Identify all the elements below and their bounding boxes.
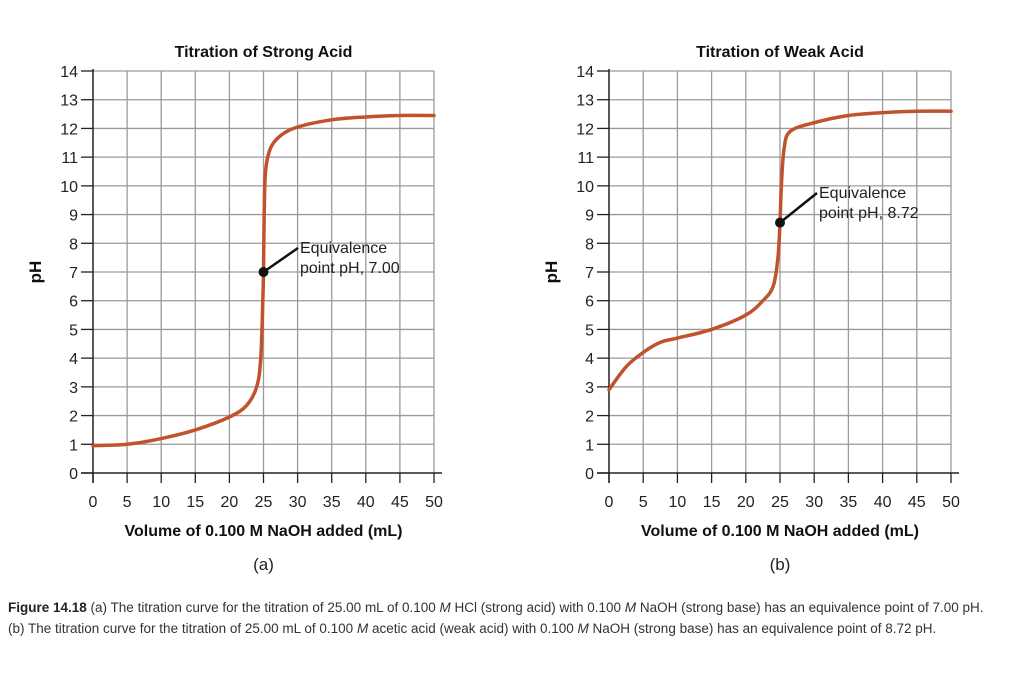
x-tick-label: 15 bbox=[186, 494, 204, 511]
annotation-leader-line bbox=[262, 246, 299, 274]
y-tick-label: 9 bbox=[69, 208, 78, 225]
x-tick-label: 45 bbox=[391, 494, 409, 511]
x-tick-label: 20 bbox=[221, 494, 239, 511]
x-axis-label: Volume of 0.100 M NaOH added (mL) bbox=[125, 523, 403, 540]
x-tick-label: 40 bbox=[874, 494, 892, 511]
y-tick-label: 2 bbox=[585, 409, 594, 426]
x-tick-label: 5 bbox=[639, 494, 648, 511]
x-tick-label: 35 bbox=[840, 494, 858, 511]
y-tick-label: 5 bbox=[69, 322, 78, 339]
y-tick-label: 7 bbox=[585, 265, 594, 282]
x-tick-label: 0 bbox=[605, 494, 614, 511]
annotation-line-2: point pH, 8.72 bbox=[819, 205, 919, 222]
annotation-line-1: Equivalence bbox=[300, 240, 387, 257]
y-tick-label: 4 bbox=[585, 351, 594, 368]
figure-caption: Figure 14.18 (a) The titration curve for… bbox=[8, 600, 984, 636]
y-tick-label: 10 bbox=[576, 179, 594, 196]
chart-title: Titration of Strong Acid bbox=[175, 44, 353, 61]
x-tick-label: 50 bbox=[425, 494, 443, 511]
annotation-line-2: point pH, 7.00 bbox=[300, 260, 400, 277]
equivalence-point-marker bbox=[258, 267, 269, 277]
y-tick-label: 1 bbox=[69, 437, 78, 454]
y-tick-label: 12 bbox=[576, 121, 594, 138]
x-tick-label: 20 bbox=[737, 494, 755, 511]
x-axis-label: Volume of 0.100 M NaOH added (mL) bbox=[641, 523, 919, 540]
panel-label: (b) bbox=[770, 555, 791, 574]
y-axis-label: pH bbox=[542, 261, 561, 284]
y-tick-label: 0 bbox=[69, 466, 78, 483]
y-tick-label: 7 bbox=[69, 265, 78, 282]
y-tick-label: 0 bbox=[585, 466, 594, 483]
x-tick-label: 40 bbox=[357, 494, 375, 511]
y-axis-label: pH bbox=[26, 261, 45, 284]
y-tick-label: 9 bbox=[585, 208, 594, 225]
y-tick-label: 11 bbox=[577, 150, 594, 167]
y-tick-label: 8 bbox=[69, 236, 78, 253]
x-tick-label: 25 bbox=[771, 494, 789, 511]
y-tick-label: 11 bbox=[61, 150, 78, 167]
annotation-line-1: Equivalence bbox=[819, 185, 906, 202]
y-tick-label: 14 bbox=[576, 64, 594, 81]
chart-title: Titration of Weak Acid bbox=[696, 44, 864, 61]
y-tick-label: 13 bbox=[576, 93, 594, 110]
annotation-leader-line bbox=[779, 192, 818, 224]
x-tick-label: 30 bbox=[289, 494, 307, 511]
x-tick-label: 10 bbox=[152, 494, 170, 511]
y-tick-label: 12 bbox=[60, 121, 78, 138]
x-tick-label: 25 bbox=[255, 494, 273, 511]
equivalence-point-marker bbox=[775, 217, 785, 228]
y-tick-label: 8 bbox=[585, 236, 594, 253]
caption-label: Figure 14.18 bbox=[8, 600, 87, 615]
y-tick-label: 14 bbox=[60, 64, 78, 81]
x-tick-label: 30 bbox=[805, 494, 823, 511]
x-tick-label: 35 bbox=[323, 494, 341, 511]
x-tick-label: 5 bbox=[123, 494, 132, 511]
titration-curve bbox=[607, 109, 953, 392]
y-tick-label: 1 bbox=[585, 437, 594, 454]
y-tick-label: 5 bbox=[585, 322, 594, 339]
y-tick-label: 3 bbox=[69, 380, 78, 397]
y-tick-label: 3 bbox=[585, 380, 594, 397]
y-tick-label: 13 bbox=[60, 93, 78, 110]
x-tick-label: 0 bbox=[89, 494, 98, 511]
x-tick-label: 15 bbox=[703, 494, 721, 511]
y-tick-label: 6 bbox=[585, 294, 594, 311]
panel-label: (a) bbox=[253, 555, 274, 574]
y-tick-label: 10 bbox=[60, 179, 78, 196]
y-tick-label: 4 bbox=[69, 351, 78, 368]
y-tick-label: 6 bbox=[69, 294, 78, 311]
y-tick-label: 2 bbox=[69, 409, 78, 426]
x-tick-label: 10 bbox=[669, 494, 687, 511]
x-tick-label: 50 bbox=[942, 494, 960, 511]
x-tick-label: 45 bbox=[908, 494, 926, 511]
